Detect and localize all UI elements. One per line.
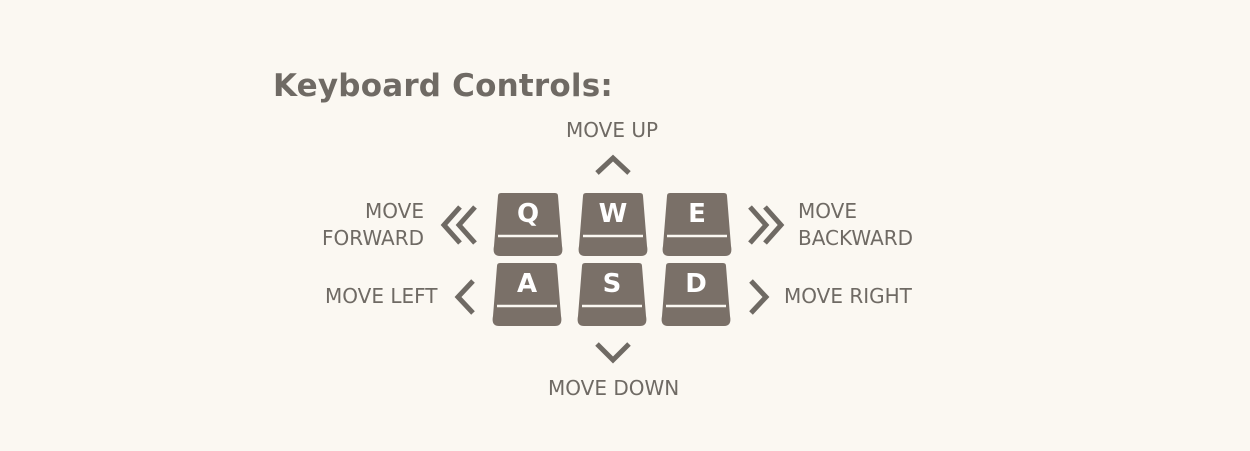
chevron-left-icon: [453, 278, 477, 316]
move-down-label: MOVE DOWN: [548, 376, 680, 400]
page-title: Keyboard Controls:: [273, 68, 613, 104]
chevron-up-icon: [594, 154, 632, 176]
move-forward-label: MOVE FORWARD: [322, 199, 424, 250]
key-e-label: E: [688, 199, 706, 229]
key-q[interactable]: Q: [490, 192, 566, 257]
move-right-label: MOVE RIGHT: [784, 284, 912, 308]
key-s-label: S: [602, 269, 622, 299]
chevron-right-icon: [747, 278, 771, 316]
key-w-label: W: [598, 199, 628, 229]
key-a-label: A: [516, 269, 538, 299]
key-e[interactable]: E: [659, 192, 735, 257]
move-left-label: MOVE LEFT: [325, 284, 438, 308]
key-s[interactable]: S: [574, 262, 650, 327]
move-backward-label: MOVE BACKWARD: [798, 199, 914, 250]
key-q-label: Q: [516, 199, 540, 229]
move-up-label: MOVE UP: [566, 118, 659, 142]
key-w[interactable]: W: [575, 192, 651, 257]
double-chevron-left-icon: [440, 204, 478, 246]
double-chevron-right-icon: [747, 204, 785, 246]
key-d[interactable]: D: [658, 262, 734, 327]
key-d-label: D: [685, 269, 707, 299]
key-a[interactable]: A: [489, 262, 565, 327]
chevron-down-icon: [594, 341, 632, 365]
